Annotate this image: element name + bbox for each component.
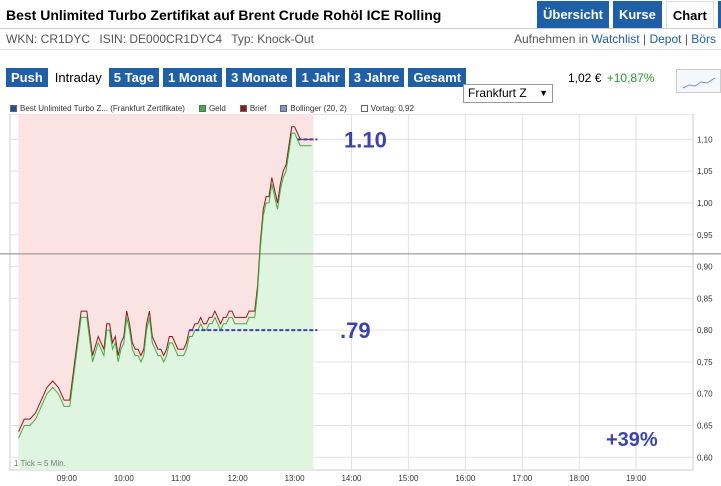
tab-gesamt[interactable]: Gesamt <box>408 68 467 87</box>
y-tick-label: 0,75 <box>697 358 713 367</box>
legend-item-brief[interactable]: Brief <box>239 104 267 113</box>
tab-5-tage[interactable]: 5 Tage <box>108 68 159 87</box>
exchange-select-value: Frankfurt Z <box>468 86 527 100</box>
chart-legend: Best Unlimited Turbo Z... (Frankfurt Zer… <box>10 104 428 113</box>
x-tick-label: 09:00 <box>57 474 78 483</box>
x-tick-label: 11:00 <box>171 474 191 483</box>
nav-uebersicht[interactable]: Übersicht <box>537 1 609 28</box>
tab-intraday[interactable]: Intraday <box>51 68 105 87</box>
last-price: 1,02 € <box>568 71 602 85</box>
tab-1-jahr[interactable]: 1 Jahr <box>296 68 345 87</box>
legend-swatch <box>280 105 288 112</box>
y-tick-label: 0,80 <box>697 326 713 335</box>
x-tick-label: 13:00 <box>285 474 306 483</box>
tab-1-monat[interactable]: 1 Monat <box>163 68 223 87</box>
legend-swatch <box>10 105 17 112</box>
intraday-chart[interactable]: 1,10 1,05 1,00 0,95 0,90 0,85 0,80 0,75 0,70 0,65… <box>0 114 721 486</box>
isin-label: ISIN: DE000CR1DYC4 <box>99 32 223 46</box>
separator: | <box>642 32 647 46</box>
nav-chart[interactable]: Chart <box>665 1 714 28</box>
tab-3-jahre[interactable]: 3 Jahre <box>348 68 405 87</box>
nav-more[interactable]: R <box>717 1 721 28</box>
price-change: +10,87% <box>606 71 655 85</box>
timeframe-tabs: Push Intraday 5 Tage 1 Monat 3 Monate 1 … <box>6 68 470 87</box>
separator: | <box>684 32 688 46</box>
y-tick-label: 0,65 <box>697 422 713 431</box>
legend-item-vortag[interactable]: Vortag: 0,92 <box>360 104 414 113</box>
quote: 1,02 € +10,87% <box>568 71 654 85</box>
y-tick-label: 0,85 <box>697 294 713 303</box>
legend-swatch <box>239 105 247 112</box>
watchlist-link[interactable]: Watchlist <box>591 32 640 46</box>
legend-swatch <box>360 105 368 112</box>
x-tick-label: 14:00 <box>341 474 362 483</box>
legend-label: Best Unlimited Turbo Z... (Frankfurt Zer… <box>20 104 185 113</box>
exchange-select[interactable]: Frankfurt Z ▼ <box>463 84 553 103</box>
x-tick-label: 18:00 <box>569 474 590 483</box>
x-tick-label: 17:00 <box>512 474 533 483</box>
tab-push[interactable]: Push <box>6 68 48 87</box>
tab-3-monate[interactable]: 3 Monate <box>226 68 293 87</box>
y-tick-label: 0,95 <box>697 231 713 240</box>
x-tick-label: 19:00 <box>626 474 647 483</box>
depot-link[interactable]: Depot <box>649 32 682 46</box>
wkn-label: WKN: CR1DYC <box>6 32 91 46</box>
brief-line <box>18 126 312 433</box>
mini-chart-thumbnail[interactable] <box>676 69 721 93</box>
tick-footnote: 1 Tick = 5 Min. <box>14 459 66 468</box>
y-tick-label: 0,90 <box>697 263 713 272</box>
y-tick-label: 0,70 <box>697 390 713 399</box>
y-tick-label: 1,05 <box>697 167 713 176</box>
x-tick-label: 16:00 <box>455 474 476 483</box>
legend-item-geld[interactable]: Geld <box>198 104 226 113</box>
legend-label: Vortag: 0,92 <box>370 104 414 113</box>
legend-label: Bollinger (20, 2) <box>290 104 347 113</box>
legend-swatch <box>198 105 206 112</box>
info-bar: WKN: CR1DYC ISIN: DE000CR1DYC4 Typ: Knoc… <box>0 28 721 50</box>
boerse-link[interactable]: Börs <box>691 32 716 46</box>
annotation-low: .79 <box>340 318 371 343</box>
y-tick-label: 0,60 <box>697 453 713 462</box>
y-tick-label: 1,10 <box>697 135 713 144</box>
x-tick-label: 12:00 <box>228 474 249 483</box>
sparkline-icon <box>682 77 716 89</box>
x-tick-label: 15:00 <box>398 474 419 483</box>
add-to-label: Aufnehmen in <box>514 32 589 46</box>
annotation-high: 1.10 <box>344 127 387 152</box>
legend-item-instrument[interactable]: Best Unlimited Turbo Z... (Frankfurt Zer… <box>10 104 185 113</box>
page-title: Best Unlimited Turbo Zertifikat auf Bren… <box>6 7 442 23</box>
nav-kurse[interactable]: Kurse <box>612 1 662 28</box>
geld-line <box>18 132 312 439</box>
annotation-gain: +39% <box>606 429 658 451</box>
x-tick-label: 10:00 <box>114 474 135 483</box>
y-tick-label: 1,00 <box>697 199 713 208</box>
legend-label: Brief <box>249 104 267 113</box>
top-nav: Übersicht Kurse Chart R <box>533 1 721 28</box>
type-label: Typ: Knock-Out <box>231 32 314 46</box>
chevron-down-icon: ▼ <box>539 88 548 98</box>
area-below <box>18 133 314 471</box>
legend-item-bollinger[interactable]: Bollinger (20, 2) <box>280 104 347 113</box>
legend-label: Geld <box>208 104 226 113</box>
